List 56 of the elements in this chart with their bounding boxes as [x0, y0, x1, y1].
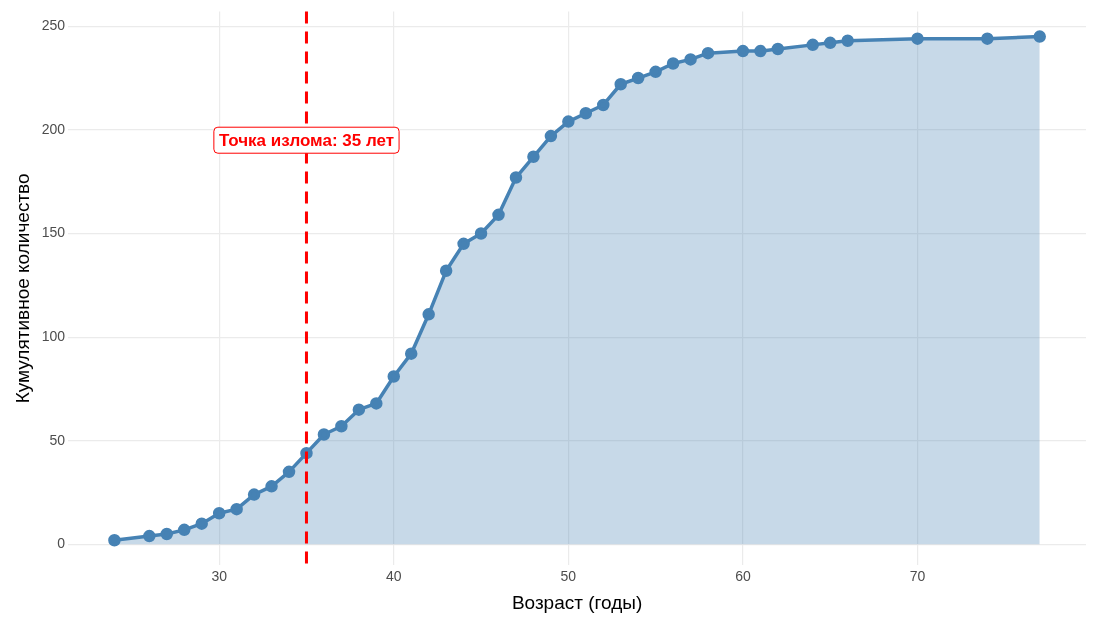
point [806, 38, 820, 52]
point [666, 57, 680, 70]
point [265, 480, 278, 493]
annotation: Точка излома: 35 лет [218, 130, 395, 150]
point [282, 465, 296, 479]
point [562, 115, 575, 128]
y-tick-label: 0 [57, 535, 66, 552]
x-axis-title: Возраст (годы) [511, 591, 643, 613]
point [544, 129, 558, 143]
y-tick-label: 250 [41, 17, 66, 34]
point [841, 34, 854, 47]
point [597, 98, 610, 112]
point [230, 502, 243, 516]
point [509, 171, 523, 184]
point [404, 347, 418, 360]
point [492, 208, 505, 222]
point [1033, 30, 1046, 43]
y-axis-title: Кумулятивное количество [11, 173, 33, 404]
y-tick-label: 100 [41, 327, 66, 344]
point [178, 523, 191, 537]
point [649, 65, 662, 79]
point [212, 507, 226, 520]
point [387, 370, 401, 383]
point [579, 107, 593, 120]
x-tick-label: 30 [211, 567, 228, 584]
point [736, 44, 750, 58]
point [823, 36, 837, 50]
point [631, 71, 645, 85]
point [439, 264, 453, 278]
point [143, 529, 156, 543]
x-tick-label: 40 [385, 567, 402, 584]
point [457, 237, 470, 251]
point [352, 403, 366, 416]
x-tick-label: 50 [560, 567, 577, 584]
point [684, 53, 697, 66]
point [911, 32, 924, 45]
point [247, 488, 261, 501]
point [195, 517, 208, 530]
point [370, 397, 383, 410]
point [335, 419, 348, 433]
y-tick-label: 200 [41, 120, 66, 137]
point [754, 44, 767, 58]
point [981, 32, 994, 45]
point [108, 533, 121, 547]
x-tick-label: 70 [909, 567, 926, 584]
point [160, 527, 174, 541]
point [701, 46, 715, 60]
point [614, 78, 627, 91]
point [474, 227, 488, 240]
point [527, 150, 540, 164]
point [317, 428, 331, 441]
point [422, 308, 435, 321]
y-tick-label: 50 [49, 431, 66, 448]
y-tick-label: 150 [41, 224, 66, 241]
x-tick-label: 60 [735, 567, 751, 584]
point [771, 42, 785, 56]
